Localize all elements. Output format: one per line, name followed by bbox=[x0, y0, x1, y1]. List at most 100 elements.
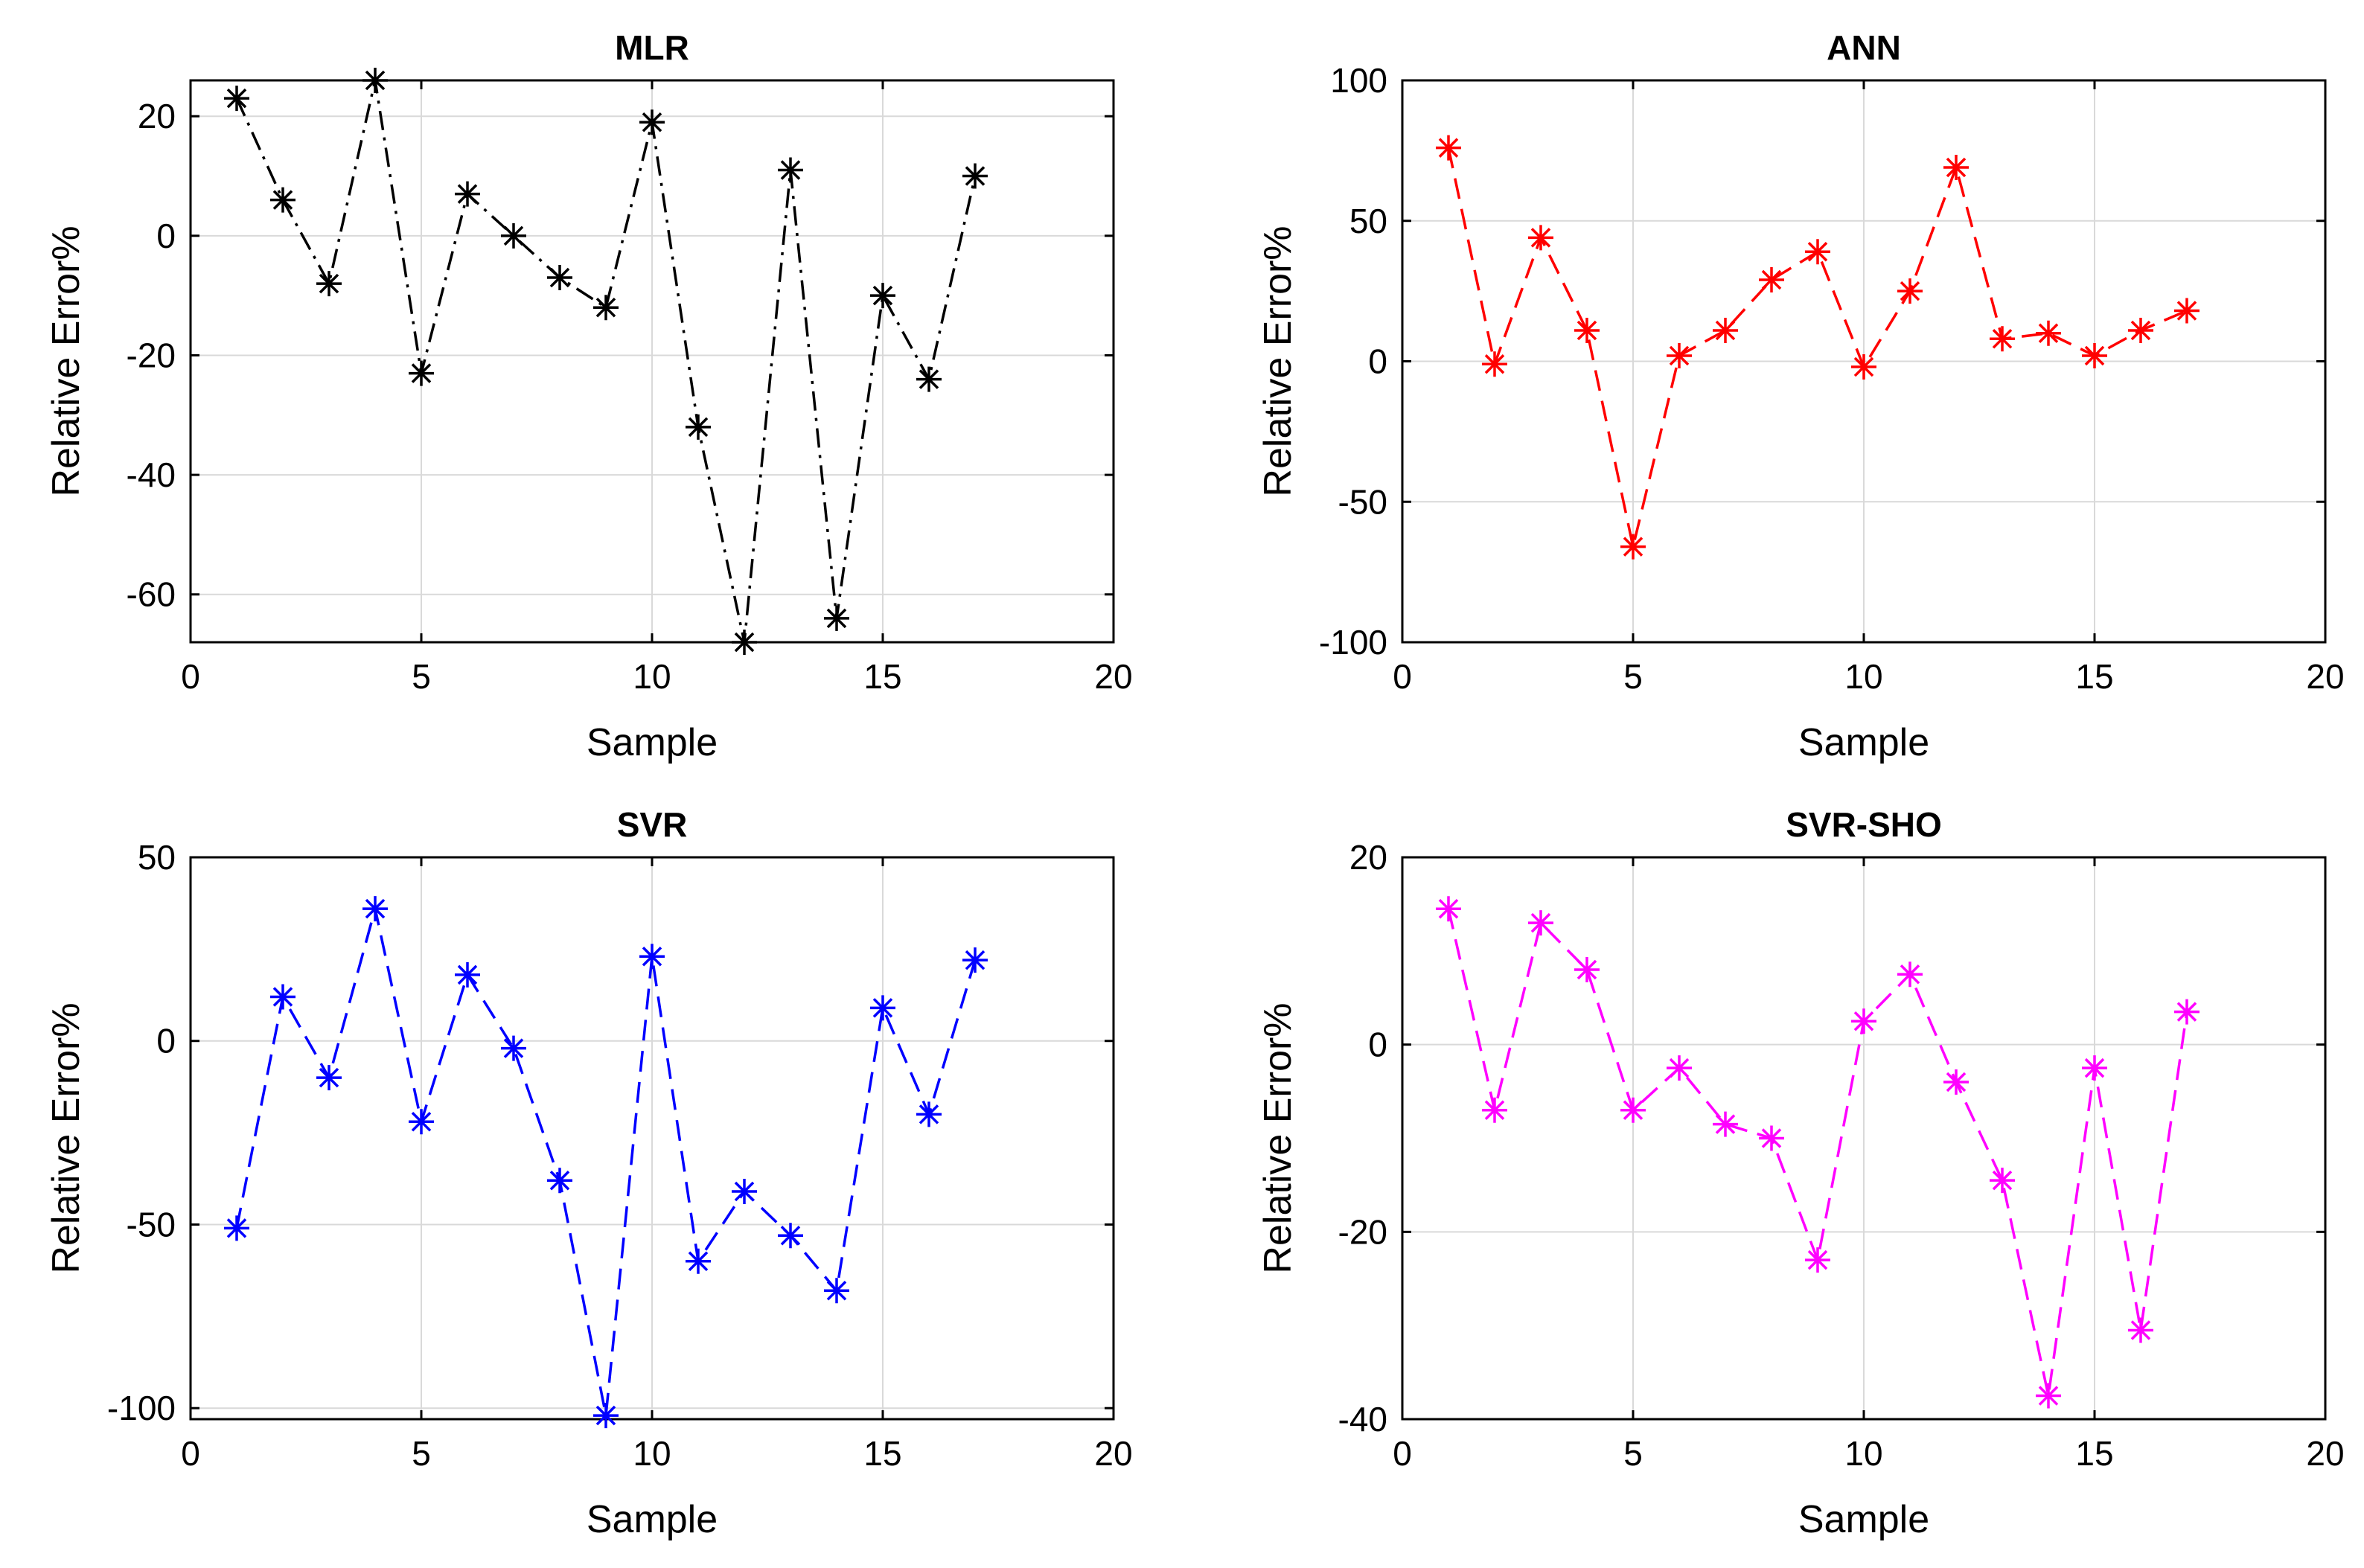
data-point-marker bbox=[732, 1179, 757, 1205]
data-point-marker bbox=[501, 1035, 526, 1061]
data-point-marker bbox=[1990, 326, 2015, 352]
data-point-marker bbox=[639, 109, 665, 135]
data-point-marker bbox=[1943, 1069, 1969, 1095]
data-point-marker bbox=[1759, 1125, 1784, 1151]
y-tick-label: 50 bbox=[1349, 202, 1387, 240]
data-point-marker bbox=[1805, 1247, 1830, 1273]
x-axis-label: Sample bbox=[587, 721, 718, 764]
y-tick-label: 20 bbox=[138, 97, 176, 135]
data-point-marker bbox=[1436, 896, 1461, 922]
data-point-marker bbox=[1897, 961, 1923, 988]
y-axis-label: Relative Error% bbox=[45, 1002, 88, 1273]
data-point-marker bbox=[1713, 1111, 1738, 1137]
panel-mlr: MLR Sample Relative Error% 0 5 10 15 20 -60 -4… bbox=[45, 28, 1133, 764]
data-point-marker bbox=[409, 1109, 434, 1135]
data-point-marker bbox=[1528, 225, 1553, 251]
data-point-marker bbox=[362, 68, 388, 93]
x-tick-label: 20 bbox=[1094, 1434, 1132, 1473]
data-point-marker bbox=[2128, 317, 2153, 343]
panel-title: SVR-SHO bbox=[1786, 805, 1942, 844]
y-tick-label: -50 bbox=[127, 1205, 176, 1244]
y-tick-label: -50 bbox=[1338, 482, 1387, 521]
y-axis-label: Relative Error% bbox=[1256, 225, 1300, 496]
y-tick-label: -40 bbox=[1338, 1400, 1387, 1439]
x-tick-label: 5 bbox=[1623, 1434, 1643, 1473]
data-point-marker bbox=[2082, 342, 2107, 368]
data-point-marker bbox=[1851, 354, 1876, 380]
y-axis-label: Relative Error% bbox=[45, 225, 88, 496]
data-point-marker bbox=[270, 187, 296, 213]
data-point-marker bbox=[593, 1403, 619, 1429]
x-axis-label: Sample bbox=[1798, 1498, 1929, 1541]
y-tick-label: -100 bbox=[1319, 623, 1387, 662]
x-tick-label: 0 bbox=[1393, 657, 1412, 696]
panel-ann: ANN Sample Relative Error% 0 5 10 15 20 -100 -… bbox=[1256, 28, 2345, 764]
panel-svr: SVR Sample Relative Error% 0 5 10 15 20 -100 -… bbox=[45, 805, 1133, 1541]
data-point-marker bbox=[1436, 135, 1461, 161]
x-tick-label: 20 bbox=[1094, 657, 1132, 696]
y-tick-label: 100 bbox=[1330, 61, 1387, 100]
x-axis-label: Sample bbox=[1798, 721, 1929, 764]
data-point-marker bbox=[778, 157, 803, 183]
data-point-marker bbox=[639, 944, 665, 970]
data-point-marker bbox=[1713, 317, 1738, 343]
data-point-marker bbox=[1805, 239, 1830, 265]
data-point-marker bbox=[1667, 342, 1692, 368]
data-point-marker bbox=[1620, 1097, 1646, 1123]
data-point-marker bbox=[224, 86, 249, 112]
y-tick-label: 20 bbox=[1349, 838, 1387, 877]
data-point-marker bbox=[686, 1248, 711, 1274]
y-tick-label: -20 bbox=[1338, 1212, 1387, 1251]
panel-svr-sho: SVR-SHO Sample Relative Error% 0 5 10 15 20 -… bbox=[1256, 805, 2345, 1541]
data-point-marker bbox=[547, 265, 572, 291]
y-tick-label: -100 bbox=[107, 1389, 176, 1427]
data-point-marker bbox=[2174, 999, 2200, 1025]
x-tick-label: 5 bbox=[412, 657, 431, 696]
data-point-marker bbox=[1897, 278, 1923, 304]
data-point-marker bbox=[1574, 317, 1600, 343]
data-point-marker bbox=[1482, 1097, 1507, 1123]
data-point-marker bbox=[962, 947, 988, 973]
data-point-marker bbox=[593, 295, 619, 321]
x-tick-label: 15 bbox=[2075, 1434, 2113, 1473]
panel-title: MLR bbox=[615, 28, 689, 67]
y-tick-label: 0 bbox=[156, 217, 176, 255]
data-point-marker bbox=[316, 1065, 342, 1091]
data-point-marker bbox=[1943, 155, 1969, 181]
data-point-marker bbox=[547, 1168, 572, 1194]
x-tick-label: 15 bbox=[2075, 657, 2113, 696]
x-tick-label: 5 bbox=[1623, 657, 1643, 696]
data-point-marker bbox=[409, 360, 434, 386]
y-tick-label: -60 bbox=[127, 575, 176, 614]
data-point-marker bbox=[1667, 1055, 1692, 1081]
x-tick-label: 5 bbox=[412, 1434, 431, 1473]
data-point-marker bbox=[824, 1278, 849, 1304]
panel-title: ANN bbox=[1827, 28, 1901, 67]
series-line bbox=[235, 80, 977, 643]
data-point-marker bbox=[1620, 534, 1646, 560]
data-point-marker bbox=[732, 630, 757, 655]
data-point-marker bbox=[224, 1215, 249, 1241]
data-point-marker bbox=[501, 223, 526, 249]
data-point-marker bbox=[2128, 1317, 2153, 1343]
x-axis-label: Sample bbox=[587, 1498, 718, 1541]
data-point-marker bbox=[916, 1101, 942, 1127]
x-tick-label: 0 bbox=[181, 1434, 200, 1473]
panel-title: SVR bbox=[617, 805, 688, 844]
y-tick-label: 0 bbox=[1368, 1025, 1387, 1064]
series-line bbox=[235, 908, 977, 1416]
y-tick-label: 0 bbox=[1368, 342, 1387, 381]
data-point-marker bbox=[316, 271, 342, 297]
data-point-marker bbox=[778, 1223, 803, 1249]
data-point-marker bbox=[1482, 351, 1507, 377]
data-point-marker bbox=[870, 995, 895, 1021]
data-point-marker bbox=[1851, 1008, 1876, 1034]
x-tick-label: 15 bbox=[863, 1434, 901, 1473]
y-axis-label: Relative Error% bbox=[1256, 1002, 1300, 1273]
data-point-marker bbox=[686, 414, 711, 440]
x-tick-label: 15 bbox=[863, 657, 901, 696]
data-point-marker bbox=[455, 181, 480, 207]
data-point-marker bbox=[2174, 298, 2200, 324]
y-tick-label: -20 bbox=[127, 336, 176, 374]
